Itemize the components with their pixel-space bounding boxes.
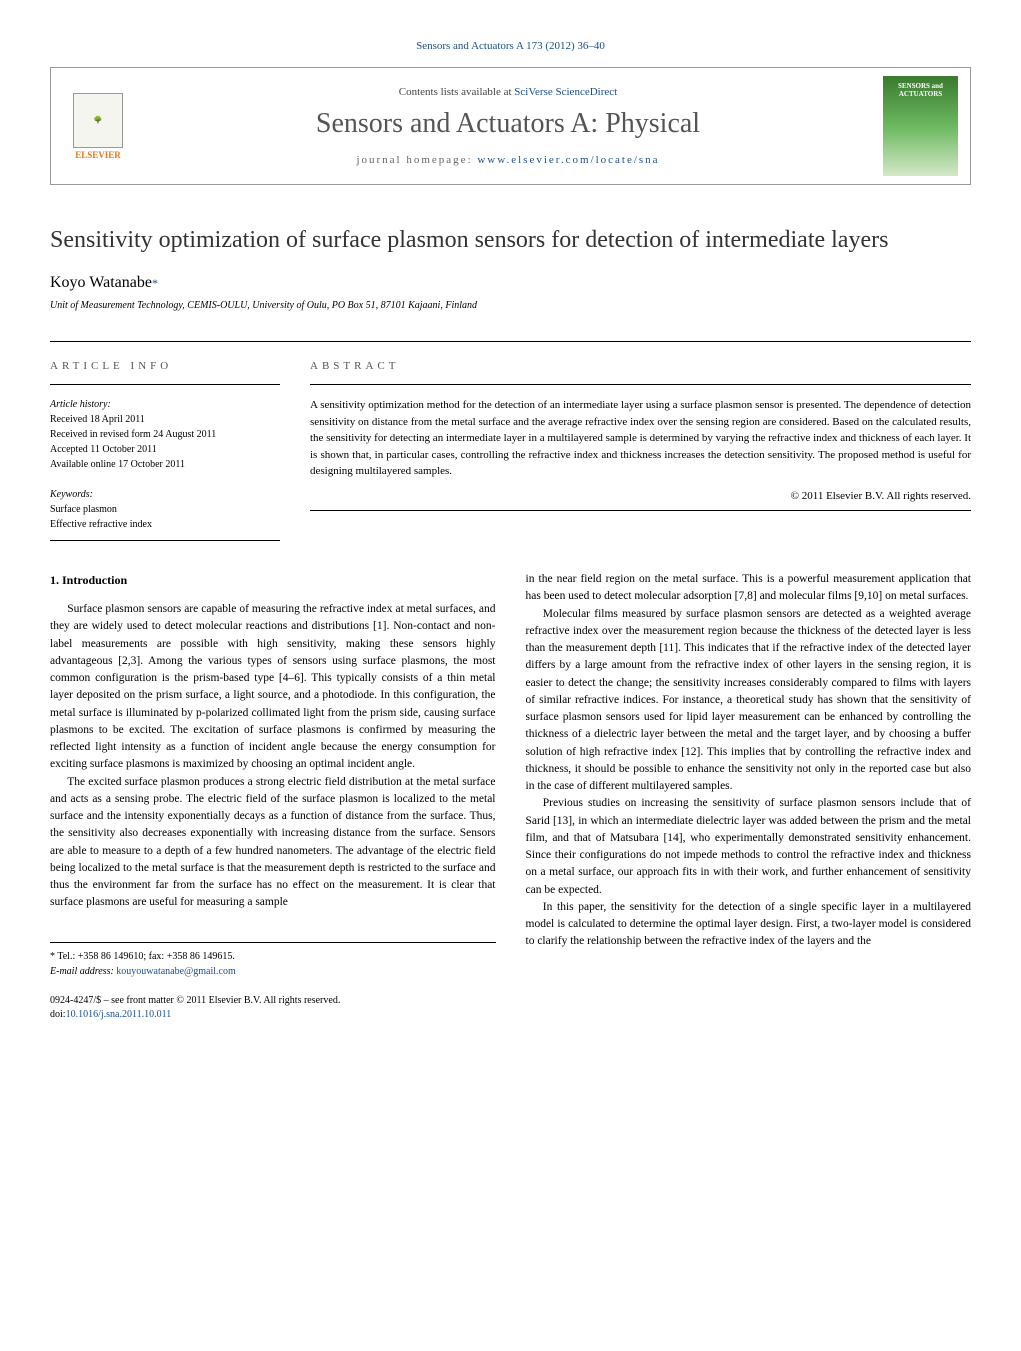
corr-author-footnote: * Tel.: +358 86 149610; fax: +358 86 149… (50, 949, 496, 964)
keyword-2: Effective refractive index (50, 517, 280, 532)
author-name: Koyo Watanabe (50, 274, 152, 291)
abstract-label: abstract (310, 360, 971, 385)
author-corr-marker[interactable]: * (152, 276, 158, 290)
body-paragraph: The excited surface plasmon produces a s… (50, 774, 496, 912)
body-column-right: in the near field region on the metal su… (526, 571, 972, 979)
body-paragraph: Previous studies on increasing the sensi… (526, 795, 972, 899)
journal-cover-thumbnail: SENSORS and ACTUATORS (883, 76, 958, 176)
sciencedirect-link[interactable]: SciVerse ScienceDirect (514, 86, 617, 98)
author-line: Koyo Watanabe* (50, 274, 971, 292)
accepted-date: Accepted 11 October 2011 (50, 442, 280, 457)
article-title: Sensitivity optimization of surface plas… (50, 225, 971, 256)
abstract-column: abstract A sensitivity optimization meth… (310, 360, 971, 541)
online-date: Available online 17 October 2011 (50, 457, 280, 472)
history-label: Article history: (50, 397, 280, 412)
contents-line: Contents lists available at SciVerse Sci… (133, 86, 883, 98)
journal-name: Sensors and Actuators A: Physical (133, 108, 883, 140)
cover-text-2: ACTUATORS (899, 90, 942, 98)
keywords-label: Keywords: (50, 487, 280, 502)
journal-homepage: journal homepage: www.elsevier.com/locat… (133, 154, 883, 166)
history-block: Article history: Received 18 April 2011 … (50, 397, 280, 472)
keywords-block: Keywords: Surface plasmon Effective refr… (50, 487, 280, 541)
article-info-column: article info Article history: Received 1… (50, 360, 280, 541)
body-paragraph: in the near field region on the metal su… (526, 571, 972, 606)
body-paragraph: Surface plasmon sensors are capable of m… (50, 601, 496, 774)
citation-link[interactable]: Sensors and Actuators A 173 (2012) 36–40 (416, 40, 605, 52)
elsevier-label: ELSEVIER (75, 150, 121, 160)
email-label: E-mail address: (50, 966, 116, 977)
homepage-label: journal homepage: (356, 154, 477, 166)
footnotes-block: * Tel.: +358 86 149610; fax: +358 86 149… (50, 942, 496, 979)
cover-text-1: SENSORS and (898, 82, 943, 90)
keyword-1: Surface plasmon (50, 502, 280, 517)
doi-line: doi:10.1016/j.sna.2011.10.011 (50, 1008, 971, 1022)
article-info-label: article info (50, 360, 280, 385)
bottom-meta: 0924-4247/$ – see front matter © 2011 El… (50, 994, 971, 1022)
elsevier-logo: 🌳 ELSEVIER (63, 81, 133, 171)
journal-header-box: 🌳 ELSEVIER Contents lists available at S… (50, 67, 971, 185)
contents-prefix: Contents lists available at (399, 86, 514, 98)
body-column-left: 1. Introduction Surface plasmon sensors … (50, 571, 496, 979)
homepage-link[interactable]: www.elsevier.com/locate/sna (477, 154, 659, 166)
author-email-link[interactable]: kouyouwatanabe@gmail.com (116, 966, 235, 977)
issn-line: 0924-4247/$ – see front matter © 2011 El… (50, 994, 971, 1008)
revised-date: Received in revised form 24 August 2011 (50, 427, 280, 442)
body-paragraph: Molecular films measured by surface plas… (526, 606, 972, 796)
received-date: Received 18 April 2011 (50, 412, 280, 427)
info-abstract-row: article info Article history: Received 1… (50, 341, 971, 541)
body-columns: 1. Introduction Surface plasmon sensors … (50, 571, 971, 979)
body-paragraph: In this paper, the sensitivity for the d… (526, 899, 972, 951)
abstract-text: A sensitivity optimization method for th… (310, 397, 971, 480)
elsevier-tree-icon: 🌳 (73, 93, 123, 148)
copyright-line: © 2011 Elsevier B.V. All rights reserved… (310, 490, 971, 511)
affiliation: Unit of Measurement Technology, CEMIS-OU… (50, 300, 971, 311)
top-citation: Sensors and Actuators A 173 (2012) 36–40 (50, 40, 971, 52)
doi-link[interactable]: 10.1016/j.sna.2011.10.011 (66, 1009, 172, 1020)
section-heading-1: 1. Introduction (50, 571, 496, 589)
doi-label: doi: (50, 1009, 66, 1020)
header-center: Contents lists available at SciVerse Sci… (133, 86, 883, 166)
email-line: E-mail address: kouyouwatanabe@gmail.com (50, 964, 496, 979)
